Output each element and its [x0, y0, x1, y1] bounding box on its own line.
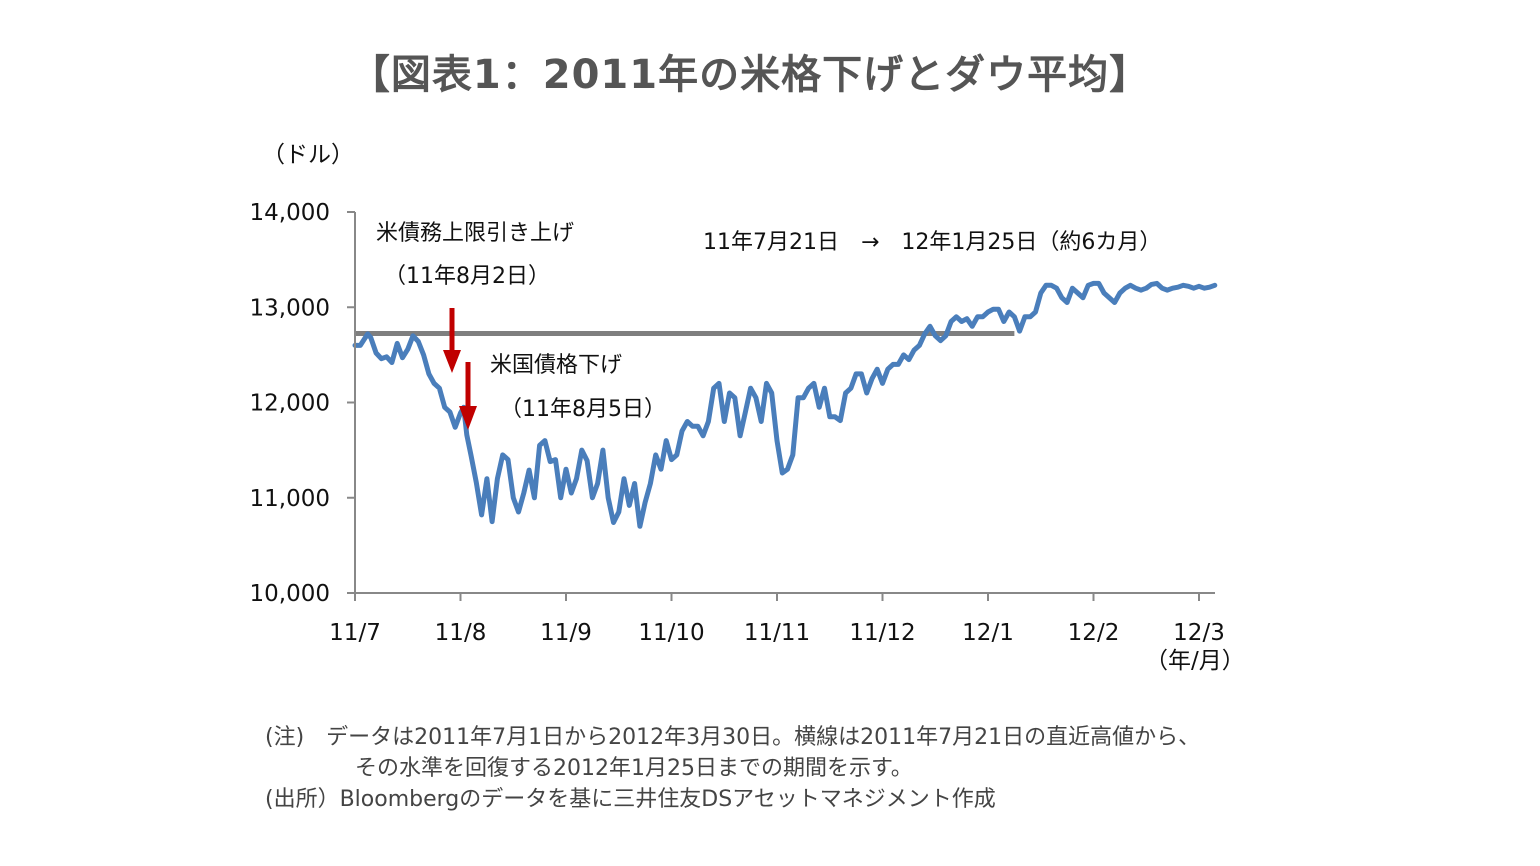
annotation-debt-ceiling: 米債務上限引き上げ [376, 221, 574, 246]
x-tick-label: 12/1 [962, 620, 1014, 646]
x-tick-label: 11/7 [329, 620, 381, 646]
y-tick-label: 10,000 [250, 581, 330, 607]
y-tick-label: 11,000 [250, 486, 330, 512]
x-tick-label: 12/2 [1068, 620, 1120, 646]
y-tick-label: 12,000 [250, 391, 330, 417]
x-tick-label: 11/8 [435, 620, 487, 646]
annotation-recovery-period: 11年7月21日 → 12年1月25日（約6カ月） [703, 230, 1161, 255]
x-tick-label: 12/3 [1173, 620, 1225, 646]
x-axis-unit-label: （年/月） [1145, 648, 1245, 674]
arrow-debt-ceiling [443, 308, 461, 373]
annotation-downgrade-date: （11年8月5日） [500, 397, 666, 422]
note-line-1: (注) データは2011年7月1日から2012年3月30日。横線は2011年7月… [265, 725, 1201, 750]
chart-title: 【図表1：2011年の米格下げとダウ平均】 [349, 52, 1151, 98]
annotation-debt-ceiling-date: （11年8月2日） [384, 264, 550, 289]
y-axis-ticks: 10,000 11,000 12,000 13,000 14,000 [250, 200, 355, 607]
notes: (注) データは2011年7月1日から2012年3月30日。横線は2011年7月… [265, 722, 1200, 815]
x-tick-label: 11/11 [744, 620, 810, 646]
series-line [352, 280, 1218, 529]
y-tick-label: 14,000 [250, 200, 330, 226]
annotation-downgrade: 米国債格下げ [490, 353, 622, 378]
note-line-2: その水準を回復する2012年1月25日までの期間を示す。 [355, 756, 913, 781]
x-tick-label: 11/9 [540, 620, 592, 646]
x-axis-ticks: 11/7 11/8 11/9 11/10 11/11 11/12 12/1 12/2 12/3 [329, 593, 1225, 646]
x-tick-label: 11/10 [638, 620, 704, 646]
arrow-downgrade [459, 362, 477, 430]
source-line: (出所）Bloombergのデータを基に三井住友DSアセットマネジメント作成 [265, 787, 996, 812]
y-tick-label: 13,000 [250, 295, 330, 321]
x-tick-label: 11/12 [849, 620, 915, 646]
y-axis-unit-label: （ドル） [262, 142, 354, 168]
